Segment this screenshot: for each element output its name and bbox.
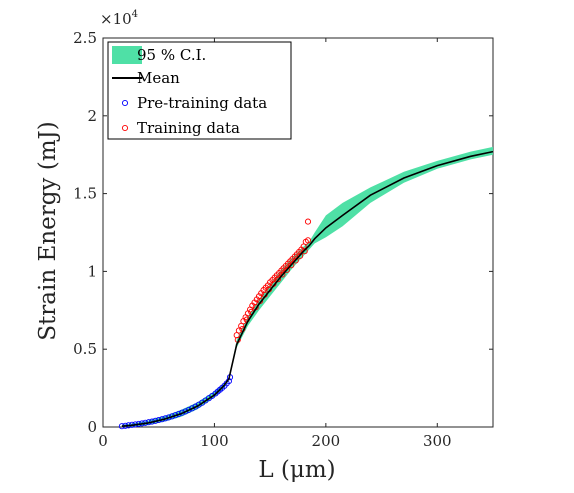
y-tick-label: 2 xyxy=(87,107,97,125)
y-tick-label: 2.5 xyxy=(73,29,97,47)
series-layer xyxy=(118,146,494,430)
training-point xyxy=(301,248,308,255)
y-tick-label: 0.5 xyxy=(73,340,97,358)
training-point xyxy=(283,266,290,273)
x-tick-label: 0 xyxy=(98,432,108,450)
pretraining-point xyxy=(185,406,192,413)
ticks-layer: 0 100 200 300 0 0.5 1 1.5 2 2.5 xyxy=(73,29,493,450)
x-tick-label: 100 xyxy=(200,432,229,450)
training-point xyxy=(274,276,281,283)
training-point xyxy=(292,257,299,264)
y-axis-title: Strain Energy (mJ) xyxy=(35,121,61,340)
pretraining-point xyxy=(195,401,202,408)
y-tick-label: 1 xyxy=(87,262,97,280)
legend-label: Pre-training data xyxy=(137,94,267,112)
y-tick-label: 1.5 xyxy=(73,185,97,203)
y-axis-multiplier-exponent: 4 xyxy=(132,9,138,20)
y-axis-multiplier-base: ×10 xyxy=(100,10,132,28)
y-axis-multiplier: ×104 xyxy=(100,9,138,28)
x-tick-label: 300 xyxy=(423,432,452,450)
training-point xyxy=(288,262,295,269)
pretraining-point xyxy=(182,408,189,415)
x-axis-title: L (μm) xyxy=(258,457,335,483)
legend-label: Mean xyxy=(137,69,180,87)
legend-label: Training data xyxy=(137,119,240,137)
ci-band xyxy=(121,146,494,427)
training-point xyxy=(279,271,286,278)
plot-frame xyxy=(102,37,494,428)
training-point xyxy=(304,237,312,244)
legend-label: 95 % C.I. xyxy=(137,46,206,64)
y-tick-label: 0 xyxy=(87,418,97,436)
x-tick-label: 200 xyxy=(312,432,341,450)
legend-swatch-marker xyxy=(121,99,129,107)
training-point xyxy=(297,252,304,259)
mean-line xyxy=(121,150,494,427)
axes-box xyxy=(102,37,494,428)
pretraining-point xyxy=(189,405,196,412)
training-point xyxy=(304,218,312,225)
legend-swatch-marker xyxy=(121,124,129,132)
legend: 95 % C.I. Mean Pre-training data Training d… xyxy=(107,41,292,140)
legend-swatch-ci xyxy=(112,46,142,64)
